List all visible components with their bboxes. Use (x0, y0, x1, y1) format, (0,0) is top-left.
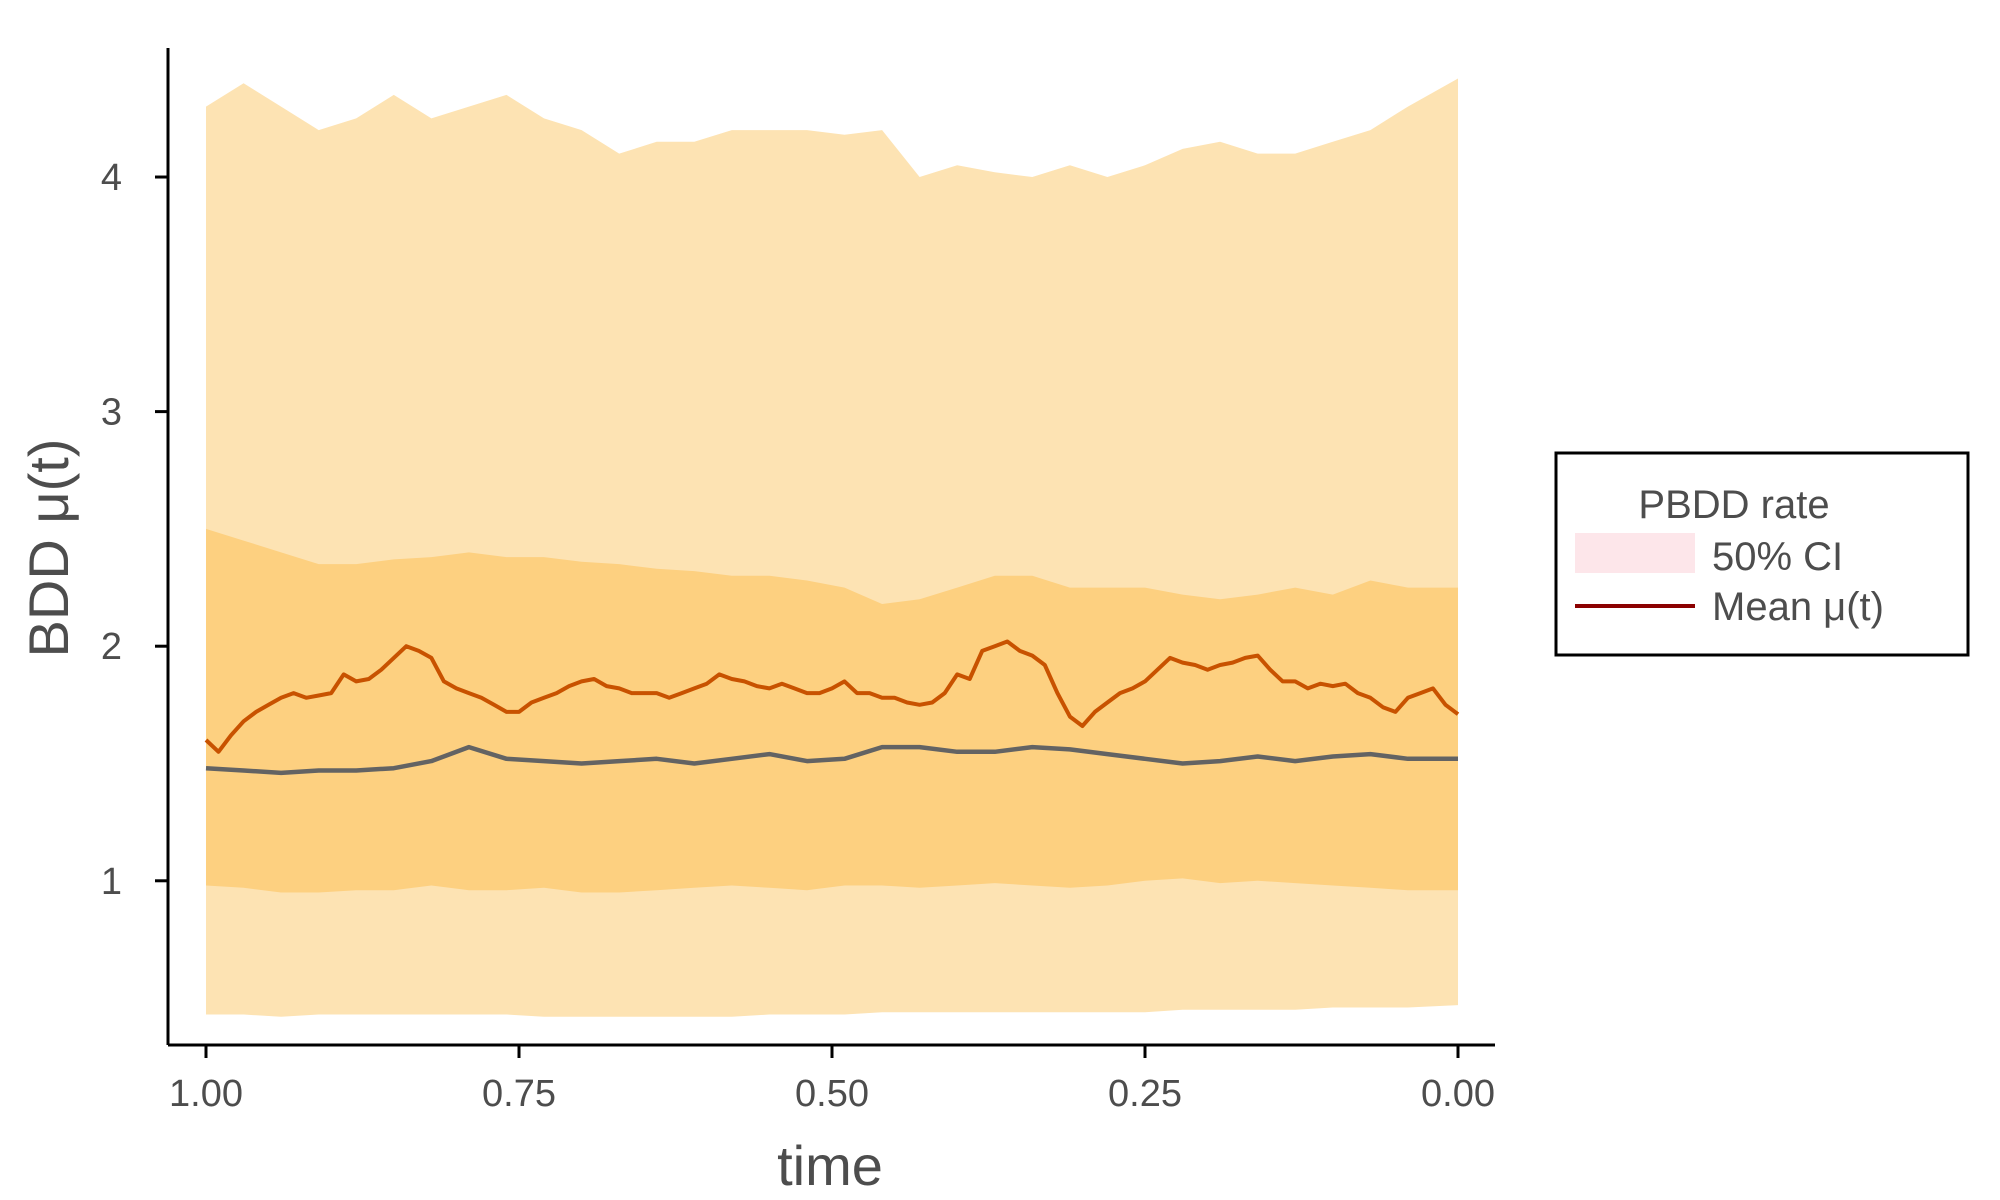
y-axis-title: BDD μ(t) (17, 439, 80, 658)
x-tick-label: 0.75 (482, 1073, 556, 1115)
y-ticks: 1 2 3 4 (101, 157, 168, 903)
x-tick-label: 0.50 (795, 1073, 869, 1115)
legend-swatch-ci (1575, 533, 1695, 573)
gray-line (205, 744, 1458, 776)
legend-title: PBDD rate (1638, 483, 1829, 527)
mean-line (204, 639, 1460, 754)
x-tick-label: 0.00 (1421, 1073, 1495, 1115)
y-tick-label: 2 (101, 626, 122, 668)
x-tick-label: 1.00 (169, 1073, 243, 1115)
axes: 1.00 0.75 0.50 0.25 0.00 1 2 3 4 time BDD μ(t) (17, 48, 1495, 1197)
y-tick-label: 4 (101, 157, 122, 199)
legend-label-ci: 50% CI (1712, 535, 1843, 579)
x-axis-title: time (777, 1134, 883, 1197)
legend: PBDD rate 50% CI Mean μ(t) (1554, 451, 1970, 657)
x-tick-label: 0.25 (1108, 1073, 1182, 1115)
inner-band (206, 528, 1458, 893)
plot-area (204, 78, 1460, 1017)
x-ticks: 1.00 0.75 0.50 0.25 0.00 (169, 1045, 1495, 1115)
y-tick-label: 1 (101, 861, 122, 903)
legend-label-mean: Mean μ(t) (1712, 585, 1884, 629)
y-tick-label: 3 (101, 392, 122, 434)
